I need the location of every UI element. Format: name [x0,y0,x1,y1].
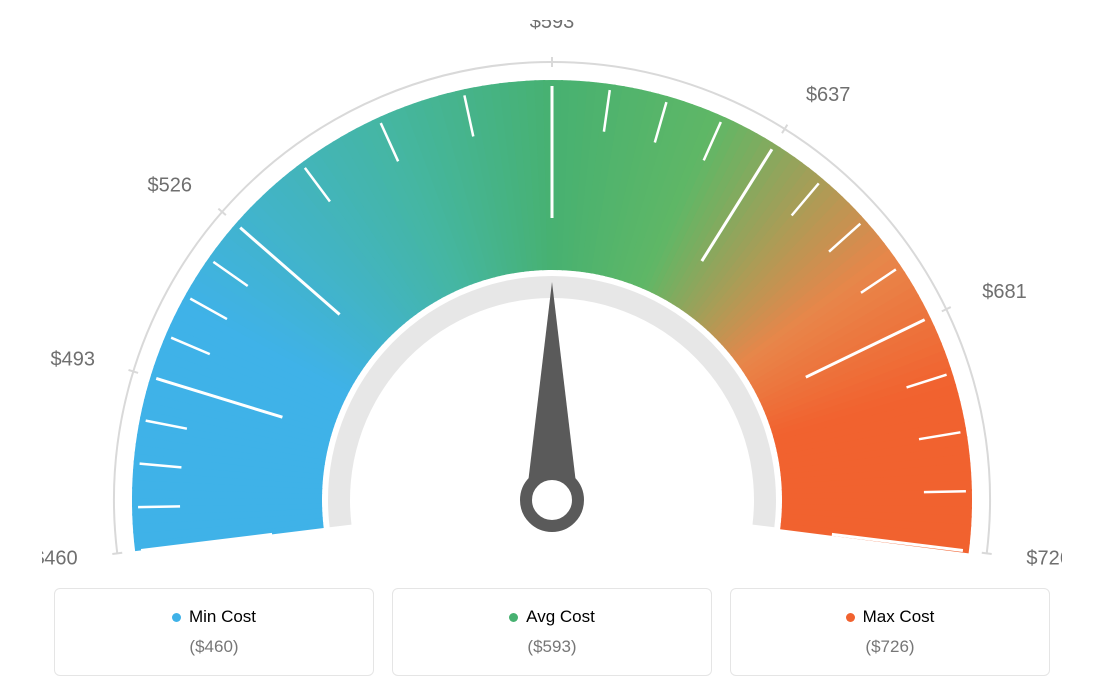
dot-icon [846,613,855,622]
dot-icon [509,613,518,622]
legend-card-avg: Avg Cost ($593) [392,588,712,676]
svg-text:$726: $726 [1026,547,1062,569]
legend-label: Avg Cost [526,607,595,627]
legend-card-min: Min Cost ($460) [54,588,374,676]
cost-gauge: $460 $493 $526 $593 $637 $681 $726 [40,20,1064,580]
svg-text:$460: $460 [42,547,78,569]
legend-value: ($726) [751,637,1029,657]
svg-text:$526: $526 [147,175,192,197]
gauge-svg: $460 $493 $526 $593 $637 $681 $726 [42,20,1062,580]
svg-text:$593: $593 [530,20,575,33]
dot-icon [172,613,181,622]
legend-label: Min Cost [189,607,256,627]
legend-value: ($593) [413,637,691,657]
svg-text:$493: $493 [51,349,96,371]
legend-value: ($460) [75,637,353,657]
svg-text:$637: $637 [806,84,851,106]
legend: Min Cost ($460) Avg Cost ($593) Max Cost… [40,588,1064,676]
legend-label: Max Cost [863,607,935,627]
legend-card-max: Max Cost ($726) [730,588,1050,676]
svg-text:$681: $681 [982,281,1027,303]
